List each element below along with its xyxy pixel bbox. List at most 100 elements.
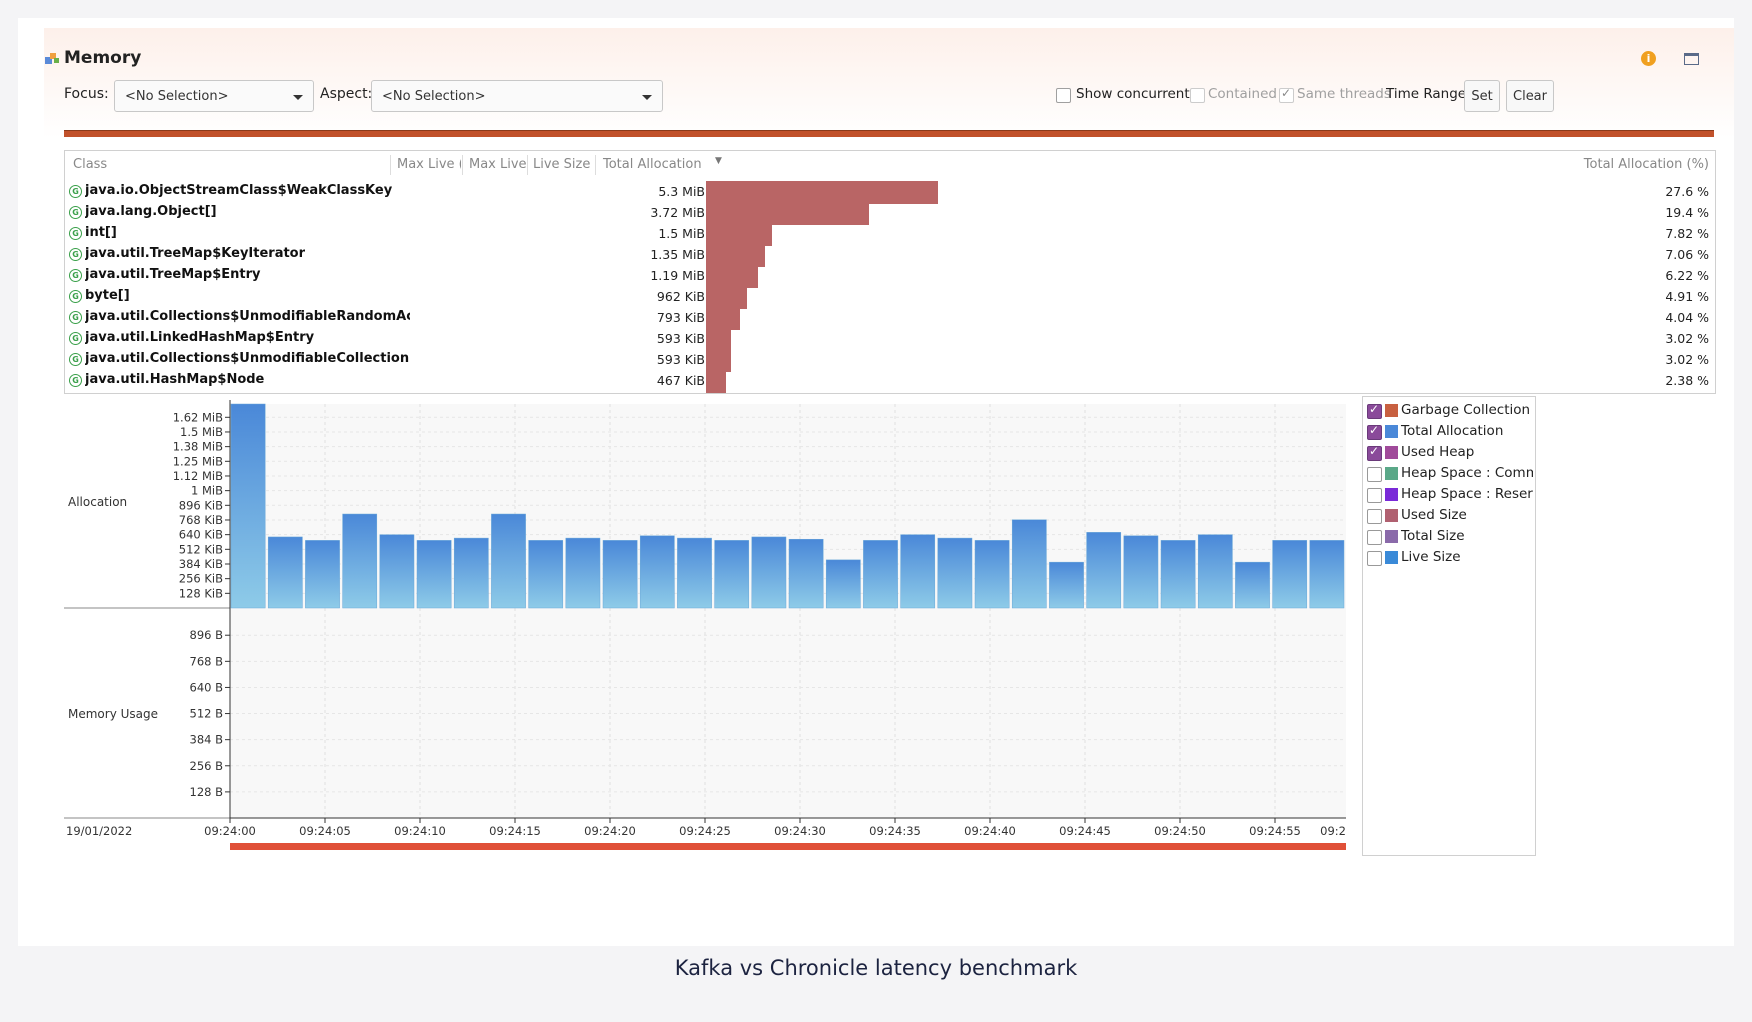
timeline-selection-bar[interactable] — [230, 843, 1346, 850]
allocation-bar[interactable] — [1049, 561, 1084, 609]
allocation-bar[interactable] — [1160, 540, 1196, 609]
allocation-bar[interactable] — [602, 540, 638, 609]
legend-label: Total Size — [1401, 528, 1465, 544]
legend-item[interactable]: Heap Space : Committ — [1367, 464, 1533, 484]
allocation-bar[interactable] — [528, 540, 564, 609]
allocation-bar[interactable] — [751, 536, 787, 609]
legend-item[interactable]: Used Size — [1367, 506, 1533, 526]
legend-checkbox[interactable] — [1367, 467, 1382, 482]
allocation-bar[interactable] — [825, 559, 861, 609]
allocation-bar[interactable] — [1197, 534, 1233, 609]
panel-header: Memory i Focus: <No Selection> Aspect: <… — [44, 28, 1734, 138]
legend-item[interactable]: Garbage Collection — [1367, 401, 1533, 421]
legend-checkbox[interactable] — [1367, 488, 1382, 503]
allocation-bar[interactable] — [1011, 519, 1047, 609]
aspect-select[interactable]: <No Selection> — [371, 80, 663, 112]
allocation-bar[interactable] — [639, 535, 675, 609]
column-divider[interactable] — [390, 155, 391, 175]
allocation-bar[interactable] — [453, 537, 489, 609]
legend-checkbox[interactable] — [1367, 509, 1382, 524]
legend-checkbox[interactable] — [1367, 444, 1382, 461]
maximize-icon[interactable] — [1684, 53, 1699, 65]
allocation-bar[interactable] — [305, 540, 340, 609]
allocation-bar[interactable] — [900, 534, 936, 609]
column-header-total-allocation[interactable]: Total Allocation — [603, 157, 702, 172]
total-allocation-pct: 4.91 % — [1665, 289, 1709, 304]
legend-checkbox[interactable] — [1367, 423, 1382, 440]
allocation-bar[interactable] — [416, 540, 452, 609]
clear-button[interactable]: Clear — [1506, 80, 1554, 112]
legend-checkbox[interactable] — [1367, 402, 1382, 419]
total-allocation-value: 1.35 MiB — [650, 247, 705, 262]
allocation-bar[interactable] — [1309, 540, 1345, 609]
info-icon[interactable]: i — [1641, 51, 1656, 66]
allocation-bar[interactable] — [1086, 532, 1122, 609]
column-header-max-live-count[interactable]: Max Live ( — [397, 157, 461, 172]
same-threads-label: Same threads — [1297, 86, 1391, 102]
allocation-bar — [706, 286, 748, 309]
allocation-bar[interactable] — [230, 403, 266, 609]
legend-item[interactable]: Live Size — [1367, 548, 1533, 568]
legend-item[interactable]: Total Size — [1367, 527, 1533, 547]
allocation-bar[interactable] — [1272, 540, 1308, 609]
total-allocation-value: 5.3 MiB — [658, 184, 705, 199]
contained-checkbox[interactable] — [1190, 88, 1205, 103]
class-icon: G — [69, 290, 82, 303]
legend-checkbox[interactable] — [1367, 530, 1382, 545]
legend-item[interactable]: Heap Space : Reserved — [1367, 485, 1533, 505]
x-tick-label: 09:24:50 — [1154, 824, 1206, 838]
allocation-bar[interactable] — [1235, 561, 1270, 609]
legend-checkbox[interactable] — [1367, 551, 1382, 566]
x-tick-label: 09:24:00 — [204, 824, 256, 838]
legend-label: Used Heap — [1401, 444, 1475, 460]
set-button[interactable]: Set — [1464, 80, 1500, 112]
allocation-bar[interactable] — [491, 513, 526, 609]
allocation-bar — [706, 202, 870, 225]
allocation-bar[interactable] — [863, 540, 898, 609]
allocation-bar[interactable] — [974, 540, 1010, 609]
allocation-bar[interactable] — [342, 513, 378, 609]
allocation-bar[interactable] — [267, 536, 303, 609]
allocation-bar[interactable] — [379, 534, 415, 609]
y-tick-label: 128 KiB — [179, 586, 223, 600]
column-header-class[interactable]: Class — [73, 157, 108, 172]
legend-item[interactable]: Used Heap — [1367, 443, 1533, 463]
column-header-max-live[interactable]: Max Live — [469, 157, 527, 172]
focus-select[interactable]: <No Selection> — [114, 80, 314, 112]
allocation-bar — [706, 265, 759, 288]
y-tick-label: 1.62 MiB — [173, 410, 223, 424]
y-tick-label: 384 B — [190, 733, 224, 747]
show-concurrent-checkbox[interactable] — [1056, 88, 1071, 103]
sort-desc-icon[interactable]: ▼ — [715, 156, 722, 166]
timeline-range-bar[interactable] — [64, 130, 1714, 137]
column-divider[interactable] — [527, 155, 528, 175]
allocation-bar[interactable] — [788, 538, 824, 609]
column-divider[interactable] — [595, 155, 596, 175]
allocation-bar[interactable] — [565, 537, 601, 609]
column-header-total-allocation-pct[interactable]: Total Allocation (%) — [1583, 157, 1709, 172]
allocation-bar[interactable] — [1123, 535, 1159, 609]
y-tick-label: 512 B — [190, 707, 224, 721]
legend-item[interactable]: Total Allocation — [1367, 422, 1533, 442]
total-allocation-value: 793 KiB — [656, 310, 705, 325]
total-allocation-pct: 3.02 % — [1665, 352, 1709, 367]
allocation-bar[interactable] — [714, 540, 750, 609]
same-threads-checkbox[interactable] — [1279, 86, 1294, 103]
allocation-bar[interactable] — [937, 537, 973, 609]
memory-panel: Memory i Focus: <No Selection> Aspect: <… — [44, 28, 1734, 936]
x-tick-label: 09:24:10 — [394, 824, 446, 838]
allocation-bar[interactable] — [677, 537, 712, 609]
column-divider[interactable] — [462, 155, 463, 175]
column-header-live-size[interactable]: Live Size — [533, 157, 591, 172]
